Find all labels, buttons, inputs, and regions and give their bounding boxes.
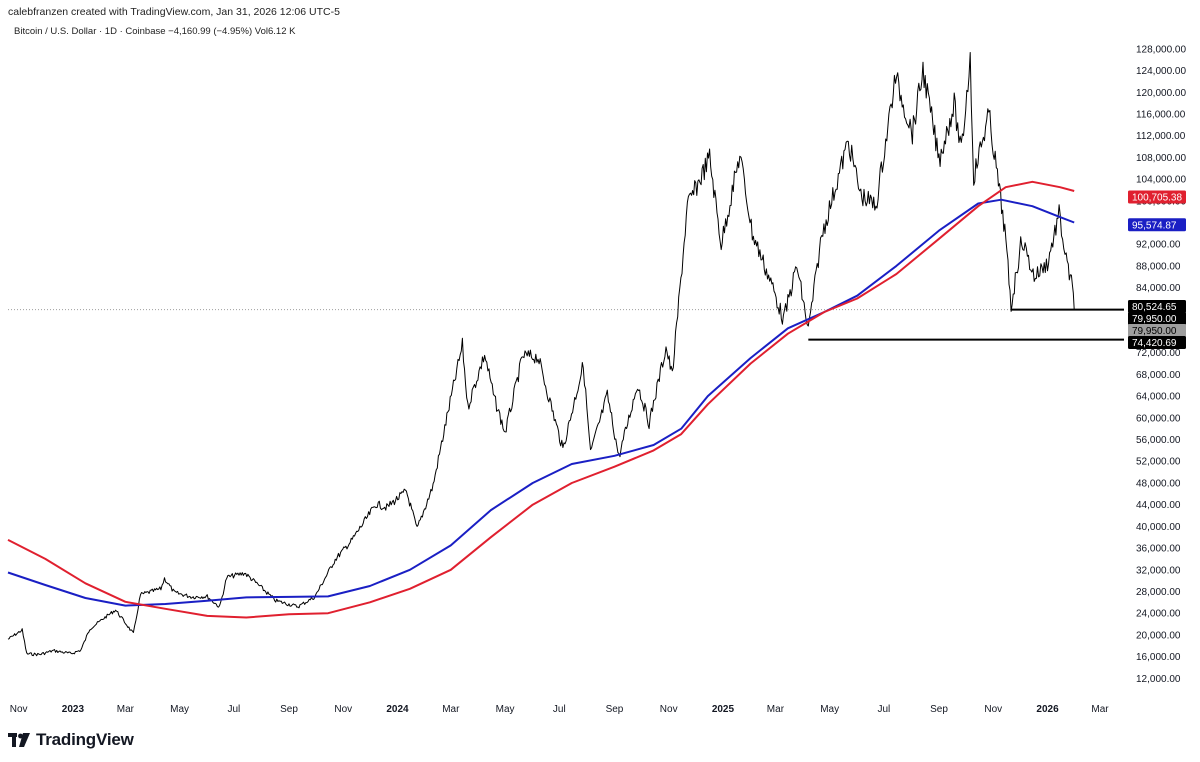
x-tick-label: 2026 bbox=[1036, 704, 1059, 715]
price-badge-label: 100,705.38 bbox=[1132, 192, 1182, 203]
y-tick-label: 44,000.00 bbox=[1136, 500, 1181, 511]
price-badge-label: 79,950.00 bbox=[1132, 314, 1177, 325]
x-tick-label: Sep bbox=[280, 704, 298, 715]
price-badge: 74,420.69 bbox=[1128, 335, 1186, 349]
x-tick-label: Jul bbox=[878, 704, 891, 715]
price-badge-bg bbox=[1128, 323, 1186, 337]
y-tick-label: 36,000.00 bbox=[1136, 544, 1181, 555]
y-tick-label: 128,000.00 bbox=[1136, 44, 1186, 55]
x-tick-label: Nov bbox=[984, 704, 1002, 715]
price-badge: 79,950.00 bbox=[1128, 323, 1186, 337]
price-badge-label: 74,420.69 bbox=[1132, 338, 1177, 349]
tradingview-logo[interactable]: TradingView bbox=[8, 730, 134, 750]
y-tick-label: 108,000.00 bbox=[1136, 153, 1186, 164]
x-tick-label: Jul bbox=[553, 704, 566, 715]
price-badge-label: 79,950.00 bbox=[1132, 326, 1177, 337]
x-tick-label: 2024 bbox=[386, 704, 409, 715]
x-tick-label: Mar bbox=[1091, 704, 1109, 715]
price-badge-bg bbox=[1128, 311, 1186, 325]
x-tick-label: May bbox=[496, 704, 515, 715]
y-tick-label: 40,000.00 bbox=[1136, 522, 1181, 533]
symbol-info: Bitcoin / U.S. Dollar · 1D · Coinbase −4… bbox=[14, 26, 296, 37]
y-tick-label: 32,000.00 bbox=[1136, 565, 1181, 576]
x-tick-label: Sep bbox=[606, 704, 624, 715]
x-tick-label: May bbox=[820, 704, 839, 715]
price-badge: 80,524.65 bbox=[1128, 299, 1186, 313]
tradingview-logo-icon bbox=[8, 733, 30, 747]
y-tick-label: 52,000.00 bbox=[1136, 457, 1181, 468]
y-tick-label: 124,000.00 bbox=[1136, 66, 1186, 77]
y-tick-label: 16,000.00 bbox=[1136, 652, 1181, 663]
y-tick-label: 84,000.00 bbox=[1136, 283, 1181, 294]
x-tick-label: Sep bbox=[930, 704, 948, 715]
y-tick-label: 12,000.00 bbox=[1136, 674, 1181, 685]
price-badge: 95,574.87 bbox=[1128, 218, 1186, 232]
price-badge: 100,705.38 bbox=[1128, 190, 1186, 204]
x-tick-label: Nov bbox=[334, 704, 352, 715]
y-tick-label: 28,000.00 bbox=[1136, 587, 1181, 598]
x-tick-label: Nov bbox=[660, 704, 678, 715]
blue-moving-average-line bbox=[7, 198, 1075, 607]
price-series-line bbox=[7, 52, 1075, 657]
x-tick-label: Nov bbox=[10, 704, 28, 715]
x-tick-label: Mar bbox=[442, 704, 460, 715]
red-moving-average-line bbox=[7, 180, 1075, 619]
price-badge-bg bbox=[1128, 299, 1186, 313]
x-tick-label: Mar bbox=[767, 704, 785, 715]
x-tick-label: 2023 bbox=[62, 704, 85, 715]
y-tick-label: 48,000.00 bbox=[1136, 478, 1181, 489]
y-tick-label: 88,000.00 bbox=[1136, 261, 1181, 272]
x-tick-label: Mar bbox=[117, 704, 135, 715]
chart-credit: calebfranzen created with TradingView.co… bbox=[8, 6, 340, 18]
y-tick-label: 112,000.00 bbox=[1136, 131, 1186, 142]
y-tick-label: 24,000.00 bbox=[1136, 609, 1181, 620]
y-tick-label: 56,000.00 bbox=[1136, 435, 1181, 446]
tradingview-brand: TradingView bbox=[36, 730, 134, 749]
y-tick-label: 60,000.00 bbox=[1136, 413, 1181, 424]
y-tick-label: 92,000.00 bbox=[1136, 240, 1181, 251]
price-chart[interactable]: 12,000.00 16,000.00 20,000.00 24,000.00 28,0… bbox=[0, 0, 1200, 725]
y-tick-label: 104,000.00 bbox=[1136, 175, 1186, 186]
y-tick-label: 116,000.00 bbox=[1136, 109, 1186, 120]
y-tick-label: 20,000.00 bbox=[1136, 630, 1181, 641]
y-tick-label: 120,000.00 bbox=[1136, 88, 1186, 99]
price-badge-label: 80,524.65 bbox=[1132, 302, 1177, 313]
y-tick-label: 64,000.00 bbox=[1136, 392, 1181, 403]
y-tick-label: 72,000.00 bbox=[1136, 348, 1181, 359]
x-tick-label: May bbox=[170, 704, 189, 715]
price-badge-label: 95,574.87 bbox=[1132, 220, 1177, 231]
price-badge: 79,950.00 bbox=[1128, 311, 1186, 325]
x-tick-label: 2025 bbox=[712, 704, 735, 715]
price-badge-bg bbox=[1128, 335, 1186, 349]
price-badge-bg bbox=[1128, 190, 1186, 204]
price-badge-bg bbox=[1128, 218, 1186, 232]
y-tick-label: 68,000.00 bbox=[1136, 370, 1181, 381]
x-tick-label: Jul bbox=[227, 704, 240, 715]
